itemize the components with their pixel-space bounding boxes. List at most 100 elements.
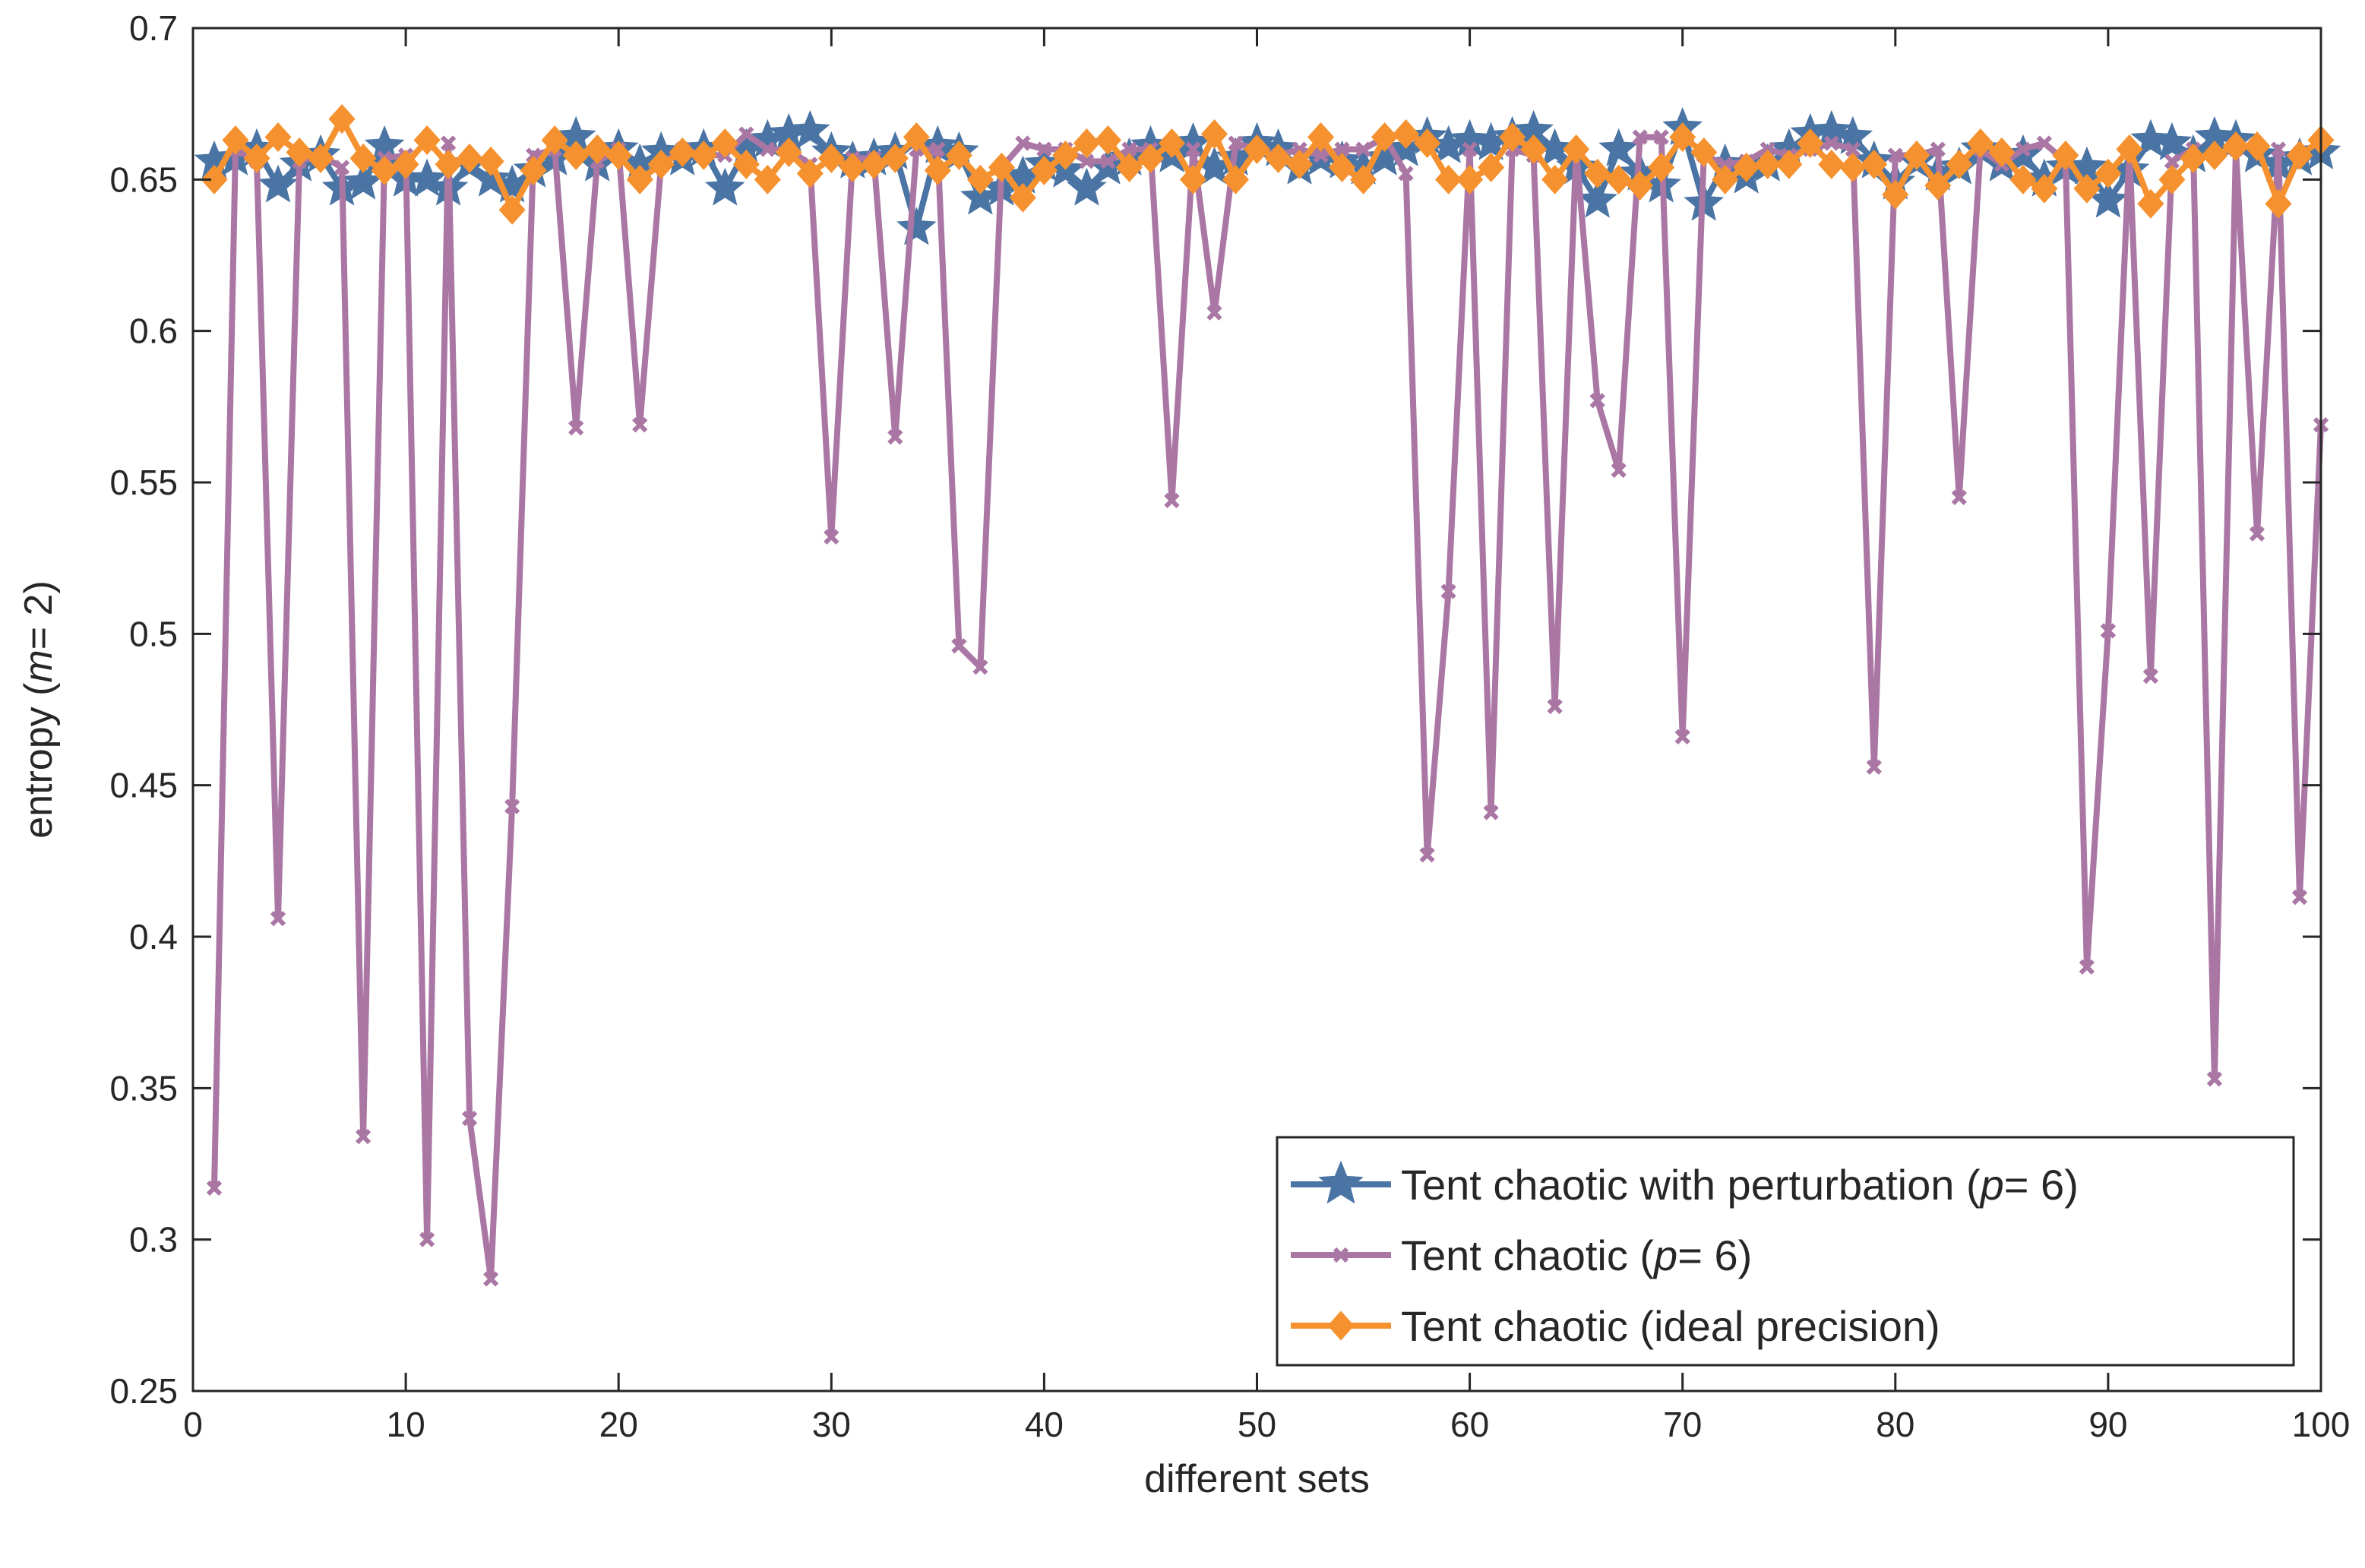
data-point-marker [1307,122,1335,153]
x-marker-stroke [1845,141,1861,157]
data-point-marker [1882,179,1909,210]
x-marker-stroke [2206,1071,2223,1087]
data-point-marker [1930,141,1946,157]
data-point-marker [817,143,845,173]
x-marker-stroke [483,1271,499,1287]
data-point-marker [1137,143,1164,173]
data-point-marker [1760,141,1775,157]
x-tick-label: 70 [1663,1405,1702,1444]
series-3 [201,104,2335,225]
legend-entry-1: Tent chaotic with perturbation (p= 6) [1291,1160,2079,1209]
data-point-marker [1946,149,1973,179]
data-point-marker [286,137,313,167]
data-point-marker [2095,158,2122,188]
data-point-marker [1861,149,1888,179]
data-point-marker [1547,698,1563,715]
y-tick-label: 0.65 [109,160,178,199]
data-point-marker [1866,759,1882,775]
data-point-marker [1419,847,1435,863]
data-point-marker [1988,137,2016,167]
data-point-marker [1823,135,1839,151]
x-marker-stroke [504,798,520,814]
data-point-marker [738,126,754,142]
y-tick-label: 0.35 [109,1068,178,1108]
x-marker-stroke [887,429,903,445]
data-point-marker [2249,526,2265,542]
data-point-marker [392,149,419,179]
x-tick-label: 80 [1876,1405,1914,1444]
data-point-marker [2009,164,2037,194]
data-point-marker [1717,156,1733,172]
x-marker-stroke [760,141,776,157]
x-marker-stroke [1419,847,1435,863]
data-point-marker [201,164,228,194]
x-tick-label: 50 [1238,1405,1276,1444]
x-marker-stroke [1717,156,1733,172]
data-point-marker [1456,164,1484,194]
data-point-marker [1832,115,1873,154]
data-point-marker [1051,140,1079,170]
data-point-marker [1036,141,1052,157]
x-marker-stroke [1015,135,1031,151]
data-point-marker [1393,119,1420,150]
x-marker-stroke [1462,141,1478,157]
x-marker-stroke [440,135,457,151]
data-point-marker [243,143,270,173]
x-marker-stroke [1206,305,1222,321]
x-marker-stroke [824,529,839,545]
legend-label-prefix: Tent chaotic (ideal precision) [1401,1302,1940,1350]
data-point-marker [2270,141,2287,157]
data-point-marker [887,429,903,445]
data-point-marker [972,659,988,675]
data-point-marker [2116,134,2143,164]
legend-label: Tent chaotic with perturbation (p= 6) [1401,1161,2079,1209]
x-marker-stroke [1440,583,1456,599]
data-point-marker [355,1128,372,1145]
data-point-marker [2206,1071,2223,1087]
x-tick-label: 60 [1450,1405,1489,1444]
data-point-marker [1754,149,1782,179]
data-point-marker [2031,173,2058,204]
x-marker-stroke [2270,141,2287,157]
data-point-marker [1648,152,1675,182]
legend-label-suffix: = 6) [2004,1161,2079,1209]
x-tick-label: 0 [183,1405,203,1444]
data-point-marker [605,140,632,170]
data-point-marker [632,417,648,433]
data-point-marker [1577,179,1617,218]
data-point-marker [568,420,584,436]
data-point-marker [1845,141,1861,157]
data-point-marker [435,149,462,179]
data-point-marker [945,140,972,170]
data-point-marker [1611,462,1627,479]
data-point-marker [860,149,887,179]
data-point-marker [839,152,866,182]
x-marker-stroke [951,638,967,654]
data-point-marker [470,158,511,197]
data-point-marker [1924,170,1952,201]
data-point-marker [1462,141,1478,157]
data-point-marker [1653,129,1669,145]
data-point-marker [626,164,653,194]
data-point-marker [1009,182,1036,213]
y-tick-label: 0.45 [109,766,178,805]
y-axis-title: entropy (m= 2) [17,580,61,839]
data-point-marker [903,122,930,153]
x-marker-stroke [419,1231,435,1247]
data-point-marker [1584,158,1611,188]
data-point-marker [1605,164,1633,194]
data-point-marker [1094,125,1121,156]
y-tick-label: 0.5 [129,614,178,653]
data-point-marker [1158,128,1186,158]
data-point-marker [1398,166,1414,182]
x-marker-stroke [568,420,584,436]
data-point-marker [1350,164,1377,194]
data-point-marker [371,155,398,185]
data-point-marker [647,149,675,179]
data-point-marker [1334,141,1350,157]
data-point-marker [2158,164,2186,194]
y-axis-title-italic: m [17,650,61,682]
x-marker-stroke [1333,1247,1349,1263]
x-marker-stroke [2079,959,2095,975]
data-point-marker [1951,489,1967,506]
